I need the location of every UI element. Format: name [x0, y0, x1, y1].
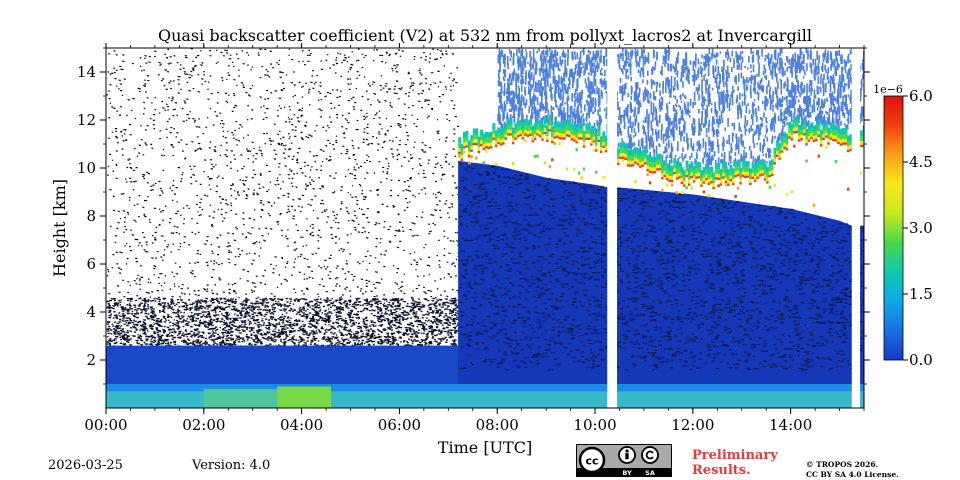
y-tick-label: 12 — [77, 111, 96, 129]
y-tick-label: 10 — [77, 159, 96, 177]
x-axis: 00:00 02:00 04:00 06:00 08:00 10:00 12:00 14:00 — [84, 43, 865, 434]
colorbar-tick-label: 3.0 — [909, 219, 933, 237]
plot-frame — [105, 47, 865, 409]
colorbar-tick-label: 6.0 — [909, 87, 933, 105]
x-axis-label: Time [UTC] — [438, 438, 532, 457]
upper-streaks — [497, 48, 864, 175]
x-tick-label: 12:00 — [671, 416, 714, 434]
data-gap-1 — [851, 48, 861, 408]
y-tick-label: 2 — [86, 351, 96, 369]
x-tick-label: 08:00 — [476, 416, 519, 434]
colorbar-multiplier: 1e−6 — [873, 83, 903, 96]
y-tick-label: 8 — [86, 207, 96, 225]
y-tick-label: 14 — [77, 63, 96, 81]
version-label: Version: 4.0 — [192, 458, 271, 473]
x-tick-label: 00:00 — [84, 416, 127, 434]
preliminary-line-1: Preliminary — [692, 448, 778, 463]
low-noise-band — [106, 297, 462, 357]
colorbar-tick-label: 1.5 — [909, 285, 933, 303]
x-tick-label: 02:00 — [182, 416, 225, 434]
preliminary-results-label: Preliminary Results. — [692, 448, 778, 478]
copyright-line-2: CC BY SA 4.0 License. — [806, 470, 899, 479]
copyright-line-1: © TROPOS 2026. — [806, 460, 879, 469]
colorbar-tick-label: 0.0 — [909, 351, 933, 369]
x-tick-label: 10:00 — [573, 416, 616, 434]
cloud-layer — [458, 114, 864, 216]
cc-icon-text: cc — [585, 455, 598, 468]
y-axis: 2 4 6 8 10 12 14 — [77, 47, 870, 385]
sa-icon — [641, 446, 659, 464]
cc-license-badge: cc BY SA — [576, 444, 672, 477]
heatmap-area — [106, 48, 864, 408]
data-gap-0 — [607, 48, 618, 408]
colorbar — [883, 95, 904, 361]
y-tick-label: 4 — [86, 303, 96, 321]
sa-label: SA — [645, 469, 655, 477]
below-cloud-region — [458, 160, 864, 384]
copyright-notice: © TROPOS 2026. CC BY SA 4.0 License. — [806, 460, 899, 480]
by-label: BY — [622, 469, 632, 477]
preliminary-line-2: Results. — [692, 463, 751, 478]
date-label: 2026-03-25 — [48, 458, 123, 473]
cc-icon — [578, 446, 606, 474]
chart-title: Quasi backscatter coefficient (V2) at 53… — [158, 26, 812, 45]
x-tick-label: 06:00 — [378, 416, 421, 434]
below-cloud-texture — [457, 163, 864, 371]
y-axis-label: Height [km] — [50, 179, 69, 277]
noise-speckle — [106, 48, 461, 350]
colorbar-ticks: 0.0 1.5 3.0 4.5 6.0 — [903, 87, 933, 369]
x-tick-label: 04:00 — [280, 416, 323, 434]
aerosol-bright-patch — [277, 386, 331, 408]
x-tick-label: 14:00 — [769, 416, 812, 434]
y-tick-label: 6 — [86, 255, 96, 273]
colorbar-tick-label: 4.5 — [909, 153, 933, 171]
